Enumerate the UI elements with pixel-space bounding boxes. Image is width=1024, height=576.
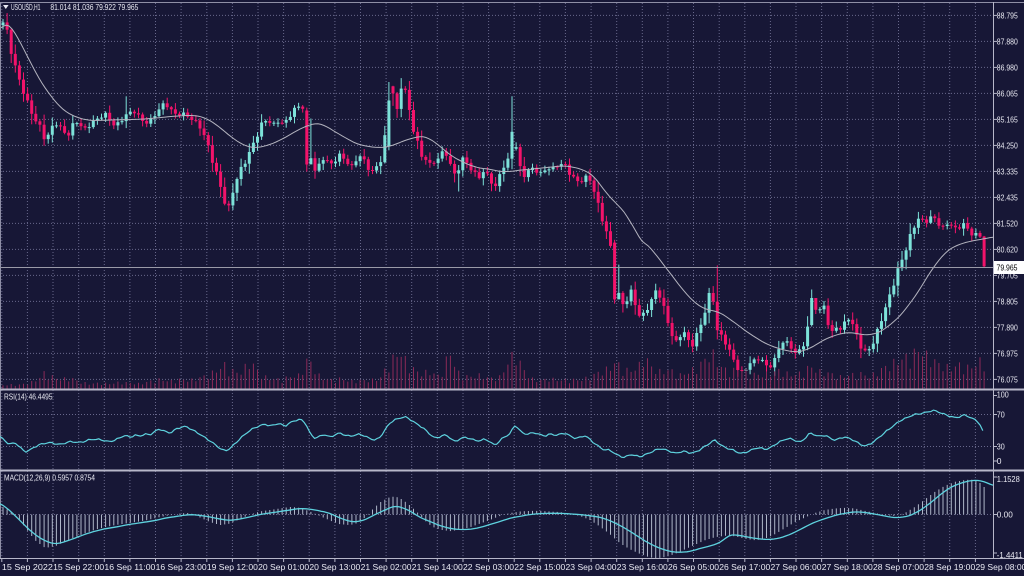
- svg-text:21 Sep 02:00: 21 Sep 02:00: [361, 563, 413, 572]
- svg-text:15 Sep 2022: 15 Sep 2022: [2, 563, 54, 572]
- svg-text:81.520: 81.520: [997, 219, 1018, 229]
- svg-text:26 Sep 05:00: 26 Sep 05:00: [668, 563, 720, 572]
- svg-text:83.335: 83.335: [997, 167, 1018, 177]
- svg-text:76.075: 76.075: [997, 375, 1018, 385]
- svg-text:20 Sep 13:00: 20 Sep 13:00: [309, 563, 361, 572]
- svg-text:-1.4411: -1.4411: [997, 550, 1023, 560]
- svg-text:0: 0: [997, 456, 1002, 466]
- svg-text:84.250: 84.250: [997, 141, 1018, 151]
- svg-text:19 Sep 12:00: 19 Sep 12:00: [207, 563, 259, 572]
- svg-text:86.065: 86.065: [997, 89, 1018, 99]
- svg-text:26 Sep 17:00: 26 Sep 17:00: [719, 563, 771, 572]
- svg-text:81.014 81.036 79.922 79.965: 81.014 81.036 79.922 79.965: [50, 2, 138, 12]
- svg-text:15 Sep 22:00: 15 Sep 22:00: [53, 563, 105, 572]
- svg-text:27 Sep 06:00: 27 Sep 06:00: [771, 563, 823, 572]
- svg-text:78.805: 78.805: [997, 297, 1018, 307]
- svg-text:23 Sep 16:00: 23 Sep 16:00: [617, 563, 669, 572]
- svg-text:88.795: 88.795: [997, 11, 1018, 21]
- svg-text:28 Sep 19:00: 28 Sep 19:00: [924, 563, 976, 572]
- svg-text:70: 70: [997, 410, 1005, 420]
- svg-text:USOUSD,H1: USOUSD,H1: [11, 2, 41, 12]
- svg-text:1.1528: 1.1528: [997, 474, 1020, 484]
- svg-text:RSI(14) 46.4495: RSI(14) 46.4495: [4, 393, 53, 402]
- svg-text:82.435: 82.435: [997, 193, 1018, 203]
- svg-text:16 Sep 23:00: 16 Sep 23:00: [156, 563, 208, 572]
- svg-text:79.965: 79.965: [997, 263, 1018, 273]
- svg-text:27 Sep 18:00: 27 Sep 18:00: [822, 563, 874, 572]
- svg-text:20 Sep 01:00: 20 Sep 01:00: [258, 563, 310, 572]
- svg-text:MACD(12,26,9) 0.5957 0.8754: MACD(12,26,9) 0.5957 0.8754: [4, 474, 95, 483]
- svg-text:21 Sep 14:00: 21 Sep 14:00: [412, 563, 464, 572]
- svg-text:22 Sep 15:00: 22 Sep 15:00: [514, 563, 566, 572]
- svg-text:0.00: 0.00: [997, 510, 1013, 520]
- svg-text:28 Sep 07:00: 28 Sep 07:00: [873, 563, 925, 572]
- svg-text:100: 100: [997, 390, 1009, 400]
- svg-text:16 Sep 11:00: 16 Sep 11:00: [104, 563, 156, 572]
- svg-text:87.880: 87.880: [997, 37, 1018, 47]
- svg-text:80.620: 80.620: [997, 245, 1018, 255]
- svg-text:23 Sep 04:00: 23 Sep 04:00: [566, 563, 618, 572]
- svg-text:86.980: 86.980: [997, 63, 1018, 73]
- svg-text:79.705: 79.705: [997, 271, 1018, 281]
- svg-text:22 Sep 03:00: 22 Sep 03:00: [463, 563, 515, 572]
- svg-text:77.890: 77.890: [997, 323, 1018, 333]
- svg-text:30: 30: [997, 442, 1005, 452]
- svg-text:29 Sep 08:00: 29 Sep 08:00: [975, 563, 1024, 572]
- svg-text:85.165: 85.165: [997, 115, 1018, 125]
- svg-text:76.975: 76.975: [997, 349, 1018, 359]
